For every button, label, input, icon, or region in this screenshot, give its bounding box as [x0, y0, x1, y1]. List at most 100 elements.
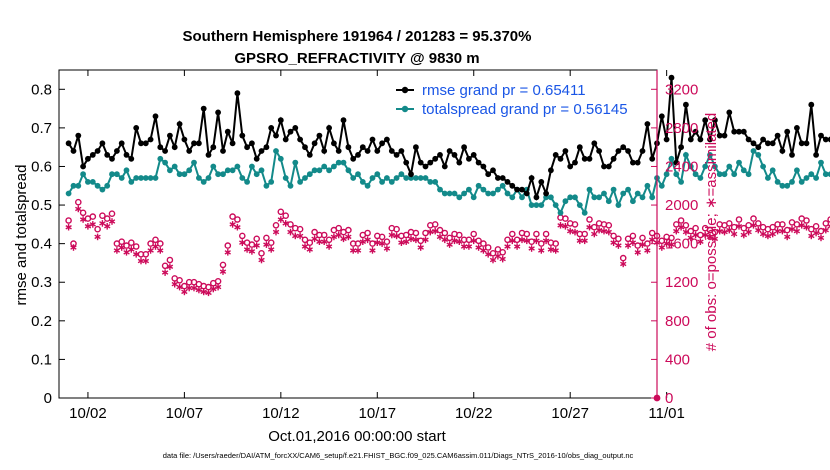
rmse-point: [495, 175, 501, 181]
asterisk-stroke: [711, 236, 719, 242]
obs-possible-point: [610, 232, 617, 240]
obs-assimilated-point: [398, 239, 405, 246]
rmse-point: [818, 132, 824, 139]
obs-possible-point: [523, 230, 531, 238]
totalspread-point: [104, 182, 111, 189]
y-left-tick-label: 0.4: [31, 236, 52, 253]
obs-assimilated-point: [663, 240, 670, 247]
totalspread-point: [576, 202, 583, 209]
obs-assimilated-point: [721, 228, 728, 236]
asterisk-stroke: [600, 228, 608, 234]
asterisk-stroke: [571, 229, 579, 235]
rmse-point: [581, 155, 588, 162]
asterisk-stroke: [65, 224, 72, 230]
obs-possible-point: [542, 230, 550, 238]
rmse-point: [345, 144, 352, 151]
rmse-point: [302, 144, 308, 151]
asterisk-stroke: [822, 227, 829, 233]
obs-assimilated-point: [692, 231, 699, 239]
rmse-point: [287, 128, 294, 135]
asterisk-stroke: [687, 235, 694, 241]
obs-possible-point: [306, 239, 314, 246]
rmse-point: [538, 179, 545, 185]
totalspread-point: [658, 182, 665, 189]
totalspread-point: [740, 167, 747, 174]
totalspread-point: [393, 175, 400, 181]
rmse-point: [282, 136, 289, 143]
rmse-point: [239, 132, 246, 139]
totalspread-point: [138, 175, 144, 181]
obs-assimilated-point: [393, 232, 400, 240]
rmse-point: [475, 159, 482, 166]
totalspread-point: [586, 186, 593, 193]
totalspread-point: [109, 171, 115, 178]
asterisk-stroke: [538, 248, 545, 253]
obs-assimilated-point: [644, 247, 651, 254]
rmse-point: [258, 148, 265, 154]
totalspread-point: [321, 163, 328, 170]
obs-assimilated-point: [504, 243, 511, 250]
totalspread-point: [331, 163, 337, 170]
obs-possible-point: [282, 212, 290, 219]
obs-possible-point: [470, 230, 478, 238]
asterisk-stroke: [595, 227, 603, 233]
obs-possible-point: [311, 228, 318, 236]
rmse-point: [200, 105, 207, 112]
obs-possible-point: [79, 209, 87, 217]
obs-possible-point: [75, 198, 82, 206]
asterisk-stroke: [388, 232, 395, 238]
obs-assimilated-point: [132, 251, 140, 258]
y-right-tick-label: 1200: [665, 274, 698, 291]
asterisk-stroke: [147, 248, 154, 253]
totalspread-point: [302, 175, 308, 181]
obs-assimilated-point: [282, 220, 289, 227]
asterisk-stroke: [485, 251, 492, 257]
totalspread-point: [663, 171, 670, 178]
y-right-tick-label: 2800: [665, 120, 698, 137]
obs-assimilated-point: [460, 243, 468, 250]
obs-assimilated-point: [296, 232, 304, 240]
asterisk-stroke: [682, 229, 690, 235]
rmse-point: [499, 175, 506, 181]
totalspread-point: [610, 186, 617, 193]
x-tick-label: 10/27: [551, 405, 589, 422]
asterisk-stroke: [321, 239, 328, 245]
obs-assimilated-point: [697, 238, 704, 245]
asterisk-stroke: [398, 240, 405, 245]
rmse-point: [610, 155, 617, 162]
totalspread-point: [818, 159, 824, 166]
rmse-point: [253, 155, 260, 162]
obs-possible-point: [619, 254, 627, 262]
obs-possible-point: [812, 222, 820, 230]
obs-assimilated-point: [388, 231, 395, 239]
obs-assimilated-point: [702, 231, 709, 239]
obs-assimilated-point: [475, 244, 482, 251]
totalspread-point: [760, 163, 766, 170]
rmse-point: [374, 148, 381, 154]
totalspread-point: [581, 209, 588, 216]
rmse-point: [668, 74, 675, 81]
obs-possible-point: [750, 215, 757, 222]
totalspread-point: [215, 171, 222, 178]
rmse-point: [519, 186, 525, 193]
asterisk-stroke: [446, 242, 453, 247]
totalspread-point: [736, 159, 742, 166]
obs-possible-point: [726, 220, 733, 227]
asterisk-stroke: [798, 223, 805, 228]
rmse-point: [263, 144, 270, 151]
x-tick-label: 10/17: [359, 405, 397, 422]
obs-possible-point: [499, 248, 507, 256]
totalspread-point: [634, 190, 641, 197]
totalspread-point: [470, 194, 477, 201]
rmse-point: [321, 148, 328, 154]
obs-possible-point: [624, 235, 632, 243]
obs-possible-point: [142, 250, 150, 258]
rmse-point: [765, 140, 771, 147]
obs-assimilated-point: [755, 226, 762, 234]
rmse-point: [480, 163, 487, 170]
asterisk-stroke: [219, 269, 227, 274]
obs-possible-point: [441, 229, 449, 237]
totalspread-point: [99, 186, 106, 193]
rmse-point: [89, 152, 96, 158]
axes-layer: 10/02 10/07 10/12 10/17 10/22 10/27 11/0100.10…: [31, 70, 698, 422]
